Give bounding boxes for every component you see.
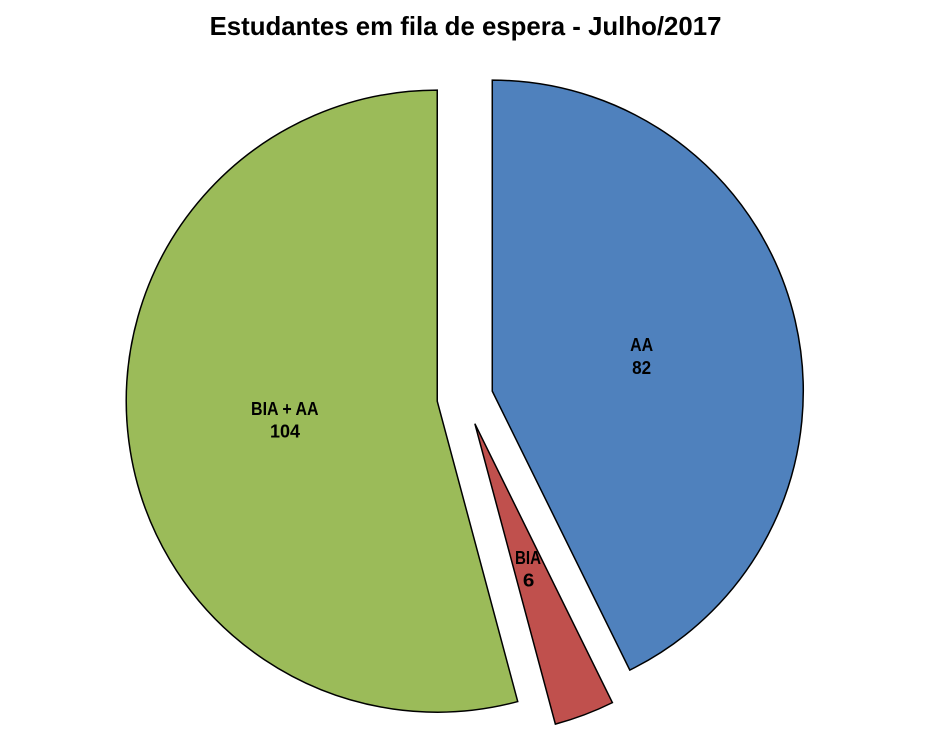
svg-text:BIA + AA: BIA + AA <box>251 398 319 419</box>
svg-text:82: 82 <box>632 357 651 378</box>
svg-text:104: 104 <box>270 421 301 442</box>
svg-text:6: 6 <box>523 569 535 590</box>
svg-text:AA: AA <box>630 334 653 355</box>
svg-text:BIA: BIA <box>515 547 541 568</box>
